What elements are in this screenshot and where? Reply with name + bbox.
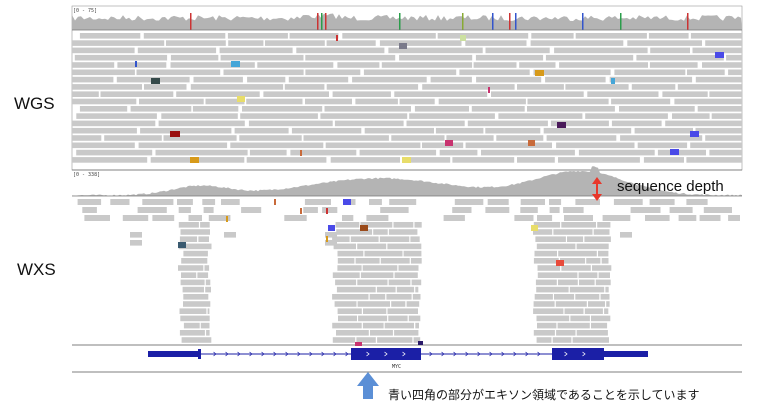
wgs-coverage-range: [0 - 75]: [73, 8, 98, 14]
gene-name-label: MYC: [392, 364, 402, 370]
depth-arrow: [592, 177, 602, 201]
gene-track: [72, 341, 742, 373]
exon-block-1: [198, 349, 201, 359]
sequence-depth-label: sequence depth: [617, 178, 724, 195]
wxs-reads: [77, 199, 740, 343]
wgs-mismatches: [135, 35, 724, 163]
wxs-coverage-range: [0 - 338]: [73, 172, 101, 178]
wgs-coverage-track: [72, 13, 742, 30]
wxs-label: WXS: [17, 260, 56, 279]
exon-block-2: [351, 348, 421, 360]
exon-caption: 青い四角の部分がエキソン領域であることを示しています: [388, 388, 700, 402]
wxs-coverage-track: [72, 166, 742, 196]
wgs-reads: [72, 33, 742, 163]
utr-block-left: [148, 351, 198, 357]
wgs-coverage-snps: [190, 13, 689, 30]
wxs-mismatches: [178, 199, 564, 266]
wxs-panel: [72, 166, 742, 343]
exon-block-3: [552, 348, 604, 360]
wgs-panel: [71, 5, 743, 171]
exon-pointer-arrow: [357, 372, 379, 399]
utr-block-right: [604, 351, 648, 357]
wgs-label: WGS: [14, 94, 55, 113]
